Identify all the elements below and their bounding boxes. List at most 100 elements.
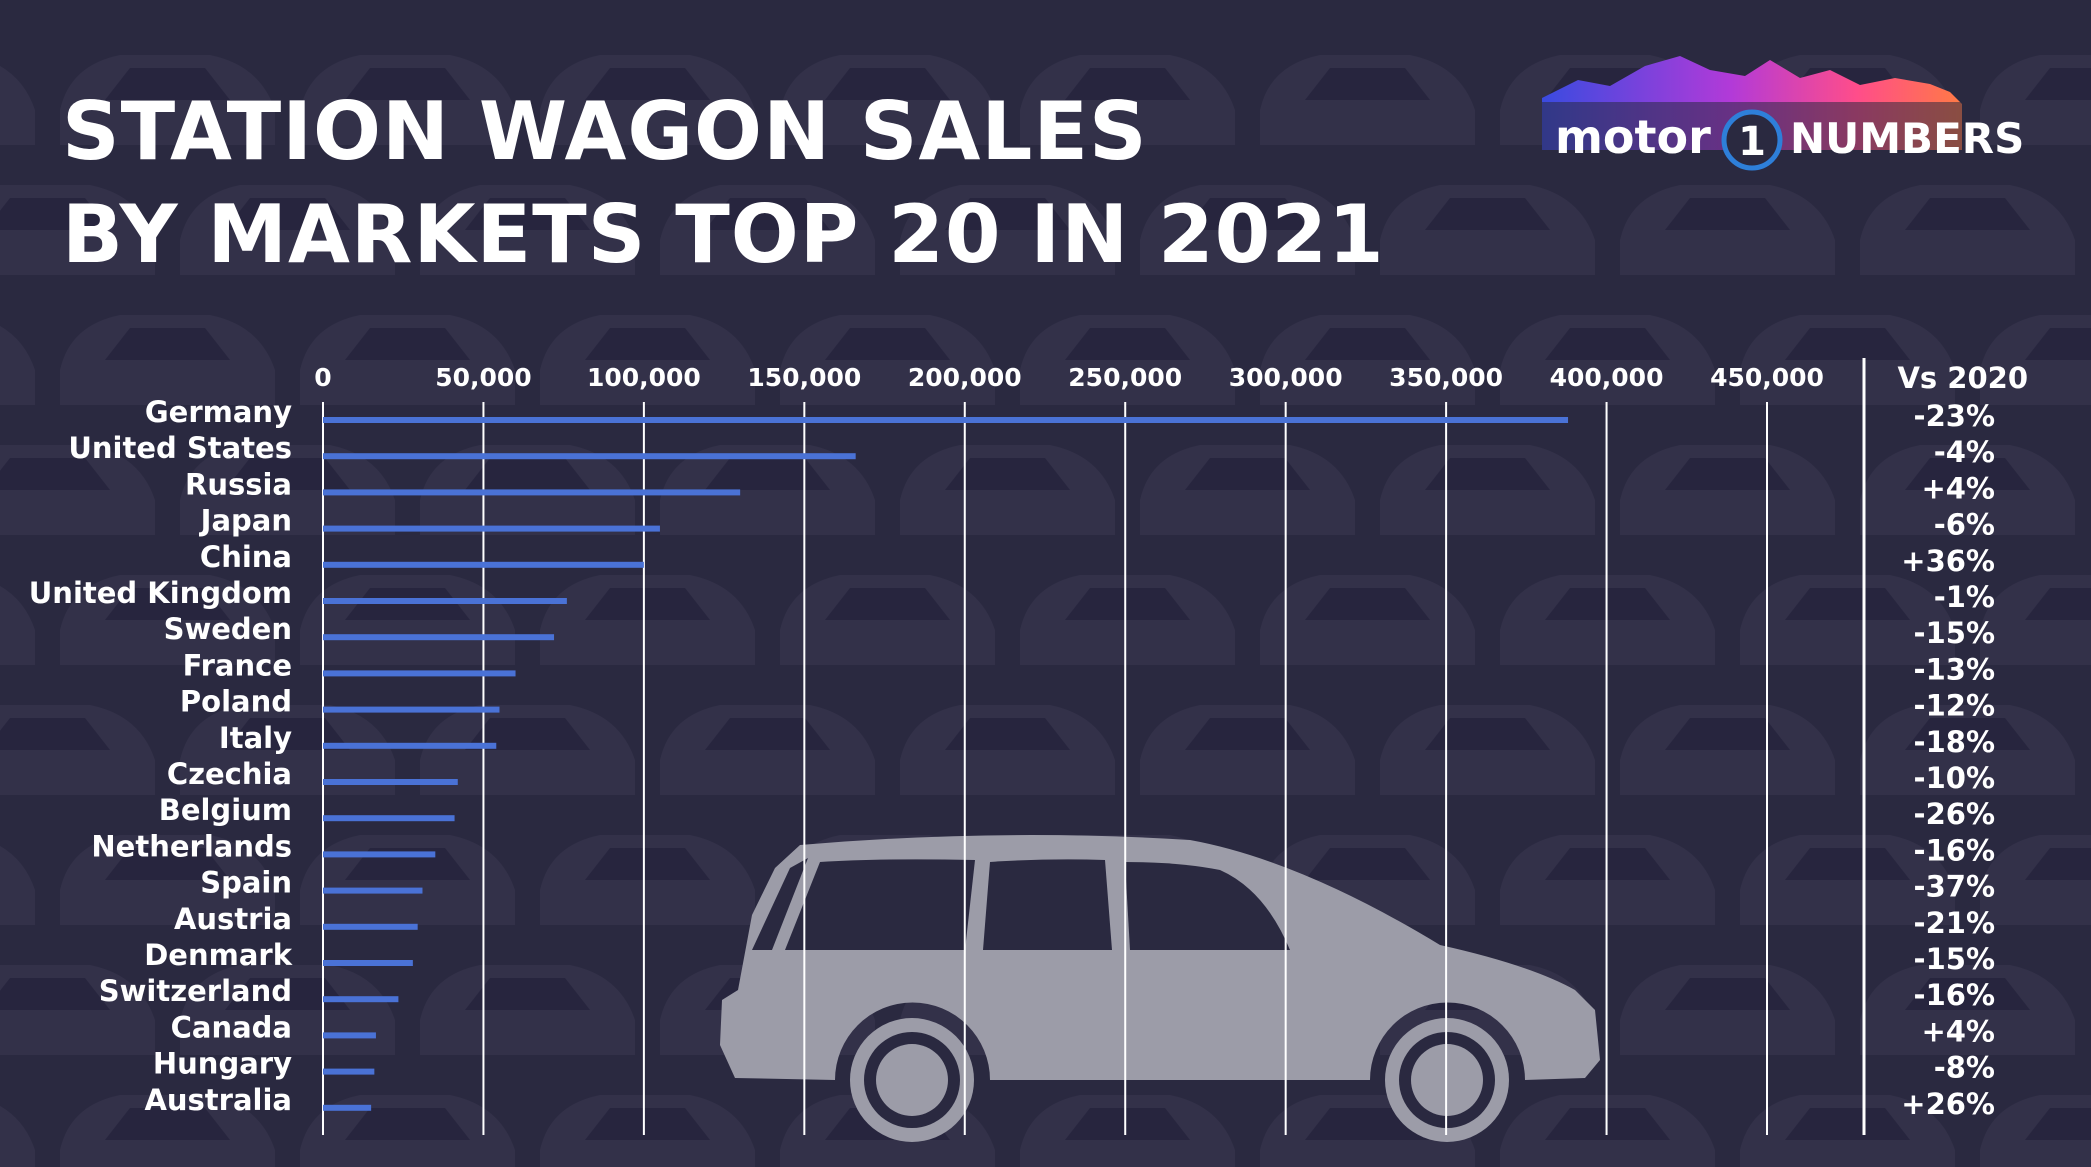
bar (323, 1068, 375, 1075)
category-label: China (200, 540, 292, 574)
background-car (0, 445, 155, 535)
background-car (1620, 965, 1835, 1055)
background-car (1380, 705, 1595, 795)
category-label: Italy (219, 721, 292, 755)
background-car (1620, 705, 1835, 795)
background-car (780, 575, 995, 665)
background-car (900, 185, 1115, 275)
background-car (1020, 55, 1235, 145)
background-car (1140, 185, 1355, 275)
background-car (1860, 705, 2075, 795)
category-label: Denmark (144, 938, 292, 972)
background-car (1740, 575, 1955, 665)
change-label: -13% (1914, 652, 1995, 686)
background-car (0, 586, 35, 665)
change-label: +4% (1921, 1014, 1995, 1048)
category-label: United States (68, 431, 292, 465)
background-car (540, 315, 755, 405)
background-car (1260, 55, 1475, 145)
background-car (1980, 1095, 2091, 1167)
background-car (1260, 575, 1475, 665)
logo-brand-text: motor (1555, 110, 1711, 164)
background-car (1860, 445, 2075, 535)
category-label: United Kingdom (29, 576, 292, 610)
bar (323, 634, 555, 641)
x-tick-label: 350,000 (1389, 363, 1503, 392)
background-car (420, 705, 635, 795)
change-label: -4% (1934, 435, 1995, 469)
background-car (1860, 965, 2075, 1055)
background-car (1860, 185, 2075, 275)
bar (323, 779, 458, 785)
change-label: -12% (1914, 689, 1995, 723)
change-label: -26% (1914, 797, 1995, 831)
background-car (1260, 315, 1475, 405)
change-label: -6% (1934, 508, 1995, 542)
bar (323, 815, 455, 822)
change-label: -1% (1934, 580, 1995, 614)
gridlines (322, 402, 1768, 1135)
background-car (300, 1095, 515, 1167)
x-axis-ticks: 0 50,000 100,000 150,000 200,000 250,000 300,0… (314, 363, 1824, 392)
background-car (60, 575, 275, 665)
change-label: -10% (1914, 761, 1995, 795)
background-car (0, 846, 35, 925)
background-car (1740, 1095, 1955, 1167)
x-tick-label: 250,000 (1068, 363, 1182, 392)
x-tick-label: 400,000 (1550, 363, 1664, 392)
page-title-line-2: BY MARKETS TOP 20 IN 2021 (62, 188, 1385, 281)
background-car (900, 705, 1115, 795)
category-label: Spain (200, 866, 292, 900)
background-car (180, 445, 395, 535)
bar (323, 453, 856, 460)
background-car (420, 965, 635, 1055)
background-car (1500, 315, 1715, 405)
background-car (1140, 705, 1355, 795)
background-car (420, 185, 635, 275)
background-car (1380, 185, 1595, 275)
change-label: -18% (1914, 725, 1995, 759)
background-car (1620, 445, 1835, 535)
background-car (660, 445, 875, 535)
background-car (0, 326, 35, 405)
change-label: -15% (1914, 942, 1995, 976)
change-label: +36% (1901, 544, 1995, 578)
background-car (780, 55, 995, 145)
background-car (540, 575, 755, 665)
bars (323, 417, 1569, 1111)
background-car (180, 185, 395, 275)
background-car (300, 55, 515, 145)
x-tick-label: 300,000 (1229, 363, 1343, 392)
background-car (540, 835, 755, 925)
category-label: Canada (171, 1010, 292, 1044)
category-label: Poland (180, 685, 292, 719)
background-car (1020, 315, 1235, 405)
bar (323, 923, 418, 930)
background-car (660, 705, 875, 795)
background-car (1740, 835, 1955, 925)
bar (323, 489, 741, 496)
background-car (1980, 835, 2091, 925)
background-car (1620, 185, 1835, 275)
change-label: -37% (1914, 870, 1995, 904)
background-car (0, 1106, 35, 1167)
change-label: -15% (1914, 616, 1995, 650)
background-car (60, 55, 275, 145)
category-label: Switzerland (99, 974, 292, 1008)
page-title-line-1: STATION WAGON SALES (62, 85, 1148, 178)
category-label: Sweden (164, 612, 292, 646)
change-label: -8% (1934, 1051, 1995, 1085)
bar (323, 706, 500, 713)
change-column-header: Vs 2020 (1897, 361, 2028, 395)
logo-suffix-text: NUMBERS (1790, 114, 2024, 163)
background-car (1020, 1095, 1235, 1167)
bar (323, 1104, 372, 1111)
x-tick-label: 100,000 (587, 363, 701, 392)
category-label: Russia (185, 467, 292, 501)
change-label: -16% (1914, 978, 1995, 1012)
background-car (180, 705, 395, 795)
